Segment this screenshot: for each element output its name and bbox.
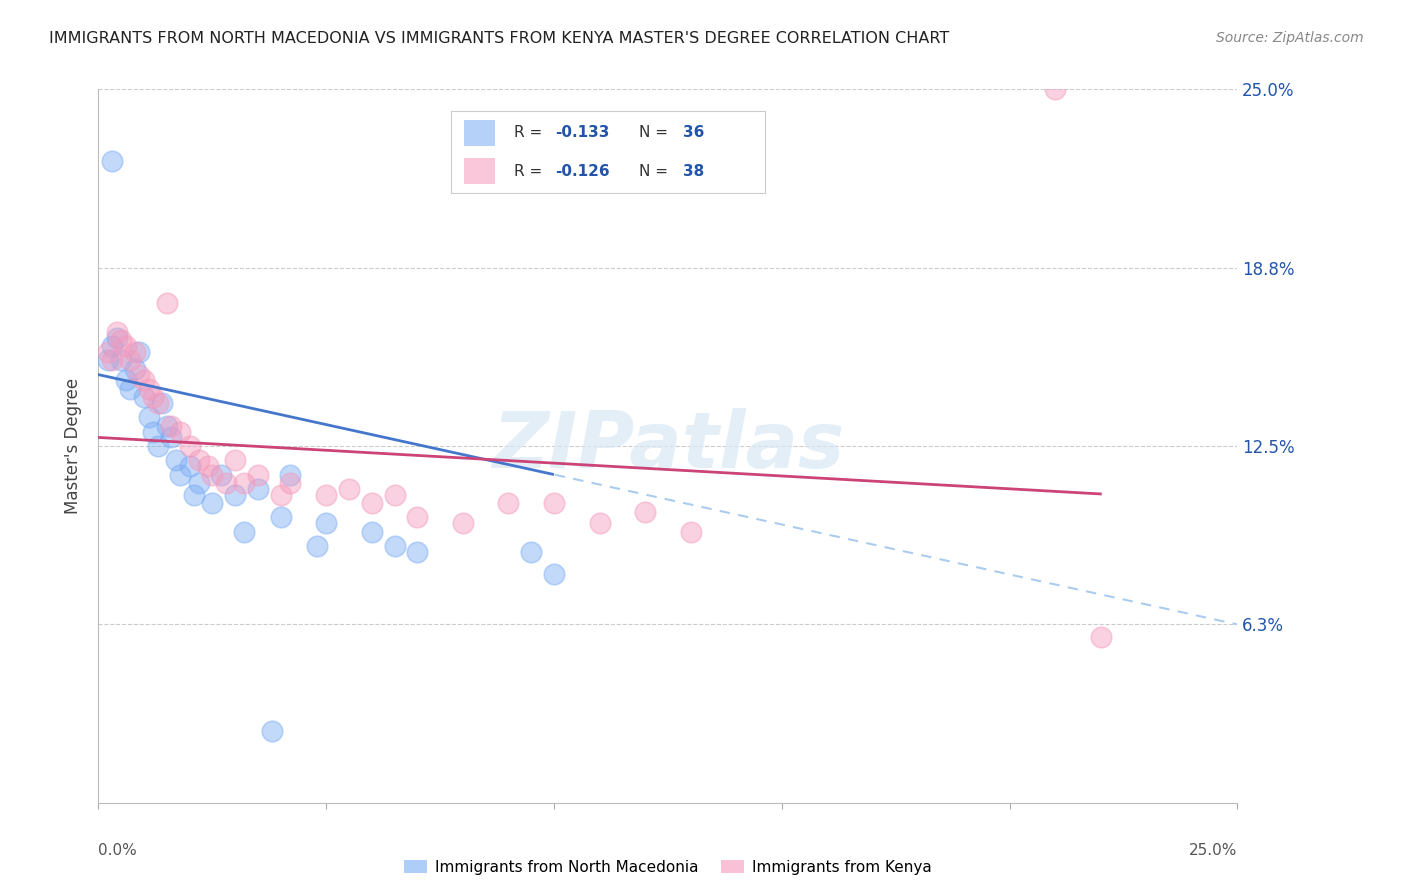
Point <box>156 296 179 310</box>
Point <box>105 325 128 339</box>
Point <box>138 382 160 396</box>
Point <box>224 487 246 501</box>
Point <box>246 467 269 482</box>
Point <box>114 339 136 353</box>
Point <box>588 516 610 530</box>
Point <box>114 373 136 387</box>
Point <box>142 425 165 439</box>
Point <box>215 476 238 491</box>
Point <box>160 430 183 444</box>
Point <box>120 353 142 368</box>
Point <box>246 482 269 496</box>
Point <box>278 476 301 491</box>
Point <box>124 362 146 376</box>
Point <box>96 344 118 359</box>
Text: -0.133: -0.133 <box>555 125 609 140</box>
Text: N =: N = <box>640 125 673 140</box>
Point <box>543 567 565 582</box>
Point <box>278 467 301 482</box>
Text: 25.0%: 25.0% <box>1189 843 1237 858</box>
Text: 36: 36 <box>683 125 704 140</box>
Point <box>142 391 165 405</box>
Point <box>165 453 187 467</box>
Point <box>1043 82 1066 96</box>
Point <box>384 487 406 501</box>
Point <box>337 482 360 496</box>
Point <box>187 476 209 491</box>
FancyBboxPatch shape <box>464 158 495 185</box>
Point <box>201 496 224 510</box>
Point <box>187 453 209 467</box>
Text: R =: R = <box>515 125 547 140</box>
Point <box>128 344 150 359</box>
Point <box>260 724 283 739</box>
Point <box>169 467 191 482</box>
Point <box>169 425 191 439</box>
Point <box>360 496 382 510</box>
Point <box>543 496 565 510</box>
Text: Source: ZipAtlas.com: Source: ZipAtlas.com <box>1216 31 1364 45</box>
Point <box>384 539 406 553</box>
Point <box>520 544 543 558</box>
Point <box>233 476 256 491</box>
Y-axis label: Master's Degree: Master's Degree <box>65 378 83 514</box>
Text: 0.0%: 0.0% <box>98 843 138 858</box>
Point <box>101 339 124 353</box>
Point <box>406 544 429 558</box>
Point <box>146 439 169 453</box>
Point <box>270 487 292 501</box>
Point <box>679 524 702 539</box>
Text: IMMIGRANTS FROM NORTH MACEDONIA VS IMMIGRANTS FROM KENYA MASTER'S DEGREE CORRELA: IMMIGRANTS FROM NORTH MACEDONIA VS IMMIG… <box>49 31 949 46</box>
Legend: Immigrants from North Macedonia, Immigrants from Kenya: Immigrants from North Macedonia, Immigra… <box>398 854 938 880</box>
FancyBboxPatch shape <box>464 120 495 146</box>
Text: R =: R = <box>515 164 547 178</box>
Point <box>101 153 124 168</box>
Point <box>498 496 520 510</box>
Point <box>160 419 183 434</box>
Point <box>138 410 160 425</box>
Point <box>201 467 224 482</box>
Point <box>132 391 155 405</box>
Point <box>179 439 201 453</box>
Point <box>96 353 118 368</box>
Point <box>1090 630 1112 644</box>
Point <box>105 330 128 344</box>
Point <box>634 505 657 519</box>
Point <box>307 539 329 553</box>
Point <box>110 334 132 348</box>
Point <box>209 467 232 482</box>
Point <box>233 524 256 539</box>
Point <box>406 510 429 524</box>
Point <box>128 368 150 382</box>
Point <box>156 419 179 434</box>
Point <box>315 487 337 501</box>
Point <box>451 516 474 530</box>
Point <box>120 382 142 396</box>
Point <box>124 344 146 359</box>
Text: 38: 38 <box>683 164 704 178</box>
Point <box>315 516 337 530</box>
Point <box>270 510 292 524</box>
Point <box>146 396 169 410</box>
Point <box>197 458 219 473</box>
Point <box>179 458 201 473</box>
Point <box>360 524 382 539</box>
Point <box>224 453 246 467</box>
Point <box>101 353 124 368</box>
Text: N =: N = <box>640 164 673 178</box>
Text: ZIPatlas: ZIPatlas <box>492 408 844 484</box>
Text: -0.126: -0.126 <box>555 164 609 178</box>
Point <box>150 396 173 410</box>
Point <box>110 353 132 368</box>
Point <box>183 487 205 501</box>
Point <box>132 373 155 387</box>
